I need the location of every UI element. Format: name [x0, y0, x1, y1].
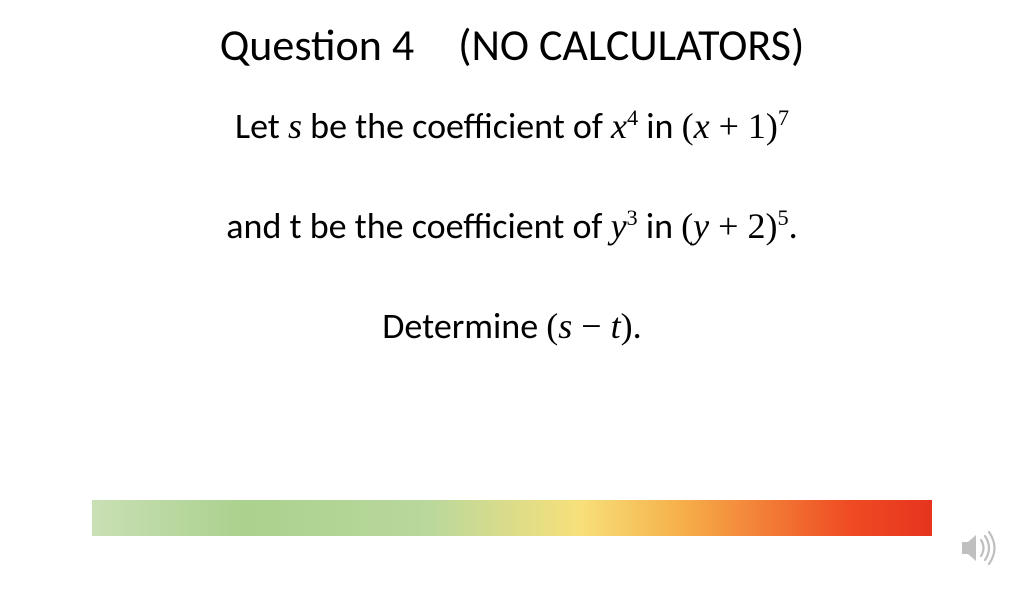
var-t: t	[611, 306, 621, 346]
speaker-icon	[956, 526, 1000, 570]
problem-line-1: Let s be the coefficient of x4 in (x + 1…	[0, 104, 1024, 148]
var-x: x	[694, 106, 710, 146]
text: .	[633, 304, 642, 348]
problem-line-2: and t be the coefficient of y3 in (y + 2…	[0, 204, 1024, 248]
timer-gradient-bar	[92, 500, 932, 536]
plus-one: + 1	[710, 106, 766, 146]
exponent: 5	[777, 205, 788, 230]
text: Let	[235, 104, 288, 148]
var-y: y	[693, 206, 709, 246]
question-title: Question 4 (NO CALCULATORS)	[0, 18, 1024, 72]
text: be the coefficient of	[302, 104, 611, 148]
text: .	[789, 204, 798, 248]
problem-line-3: Determine (s − t).	[0, 304, 1024, 348]
rparen: )	[765, 206, 777, 246]
exponent: 7	[778, 105, 789, 130]
lparen: (	[681, 206, 693, 246]
var-y: y	[611, 206, 627, 246]
text: in	[638, 204, 681, 248]
text: in	[638, 104, 681, 148]
text: and t be the coefficient of	[226, 204, 610, 248]
minus: −	[572, 306, 610, 346]
exponent: 4	[627, 105, 638, 130]
plus-two: + 2	[709, 206, 765, 246]
lparen: (	[682, 106, 694, 146]
var-s: s	[558, 306, 572, 346]
var-x: x	[611, 106, 627, 146]
lparen: (	[546, 306, 558, 346]
rparen: )	[621, 306, 633, 346]
text: Determine	[382, 304, 546, 348]
exponent: 3	[627, 205, 638, 230]
rparen: )	[766, 106, 778, 146]
var-s: s	[288, 106, 302, 146]
